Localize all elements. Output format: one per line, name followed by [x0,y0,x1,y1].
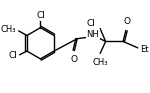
Text: Cl: Cl [36,11,45,20]
Text: CH₃: CH₃ [0,25,16,35]
Text: Cl: Cl [9,51,18,60]
Text: O: O [71,55,78,64]
Text: CH₃: CH₃ [92,58,108,67]
Text: O: O [123,17,130,26]
Text: NH: NH [86,30,99,39]
Text: Cl: Cl [87,19,96,28]
Text: Et: Et [141,45,149,54]
